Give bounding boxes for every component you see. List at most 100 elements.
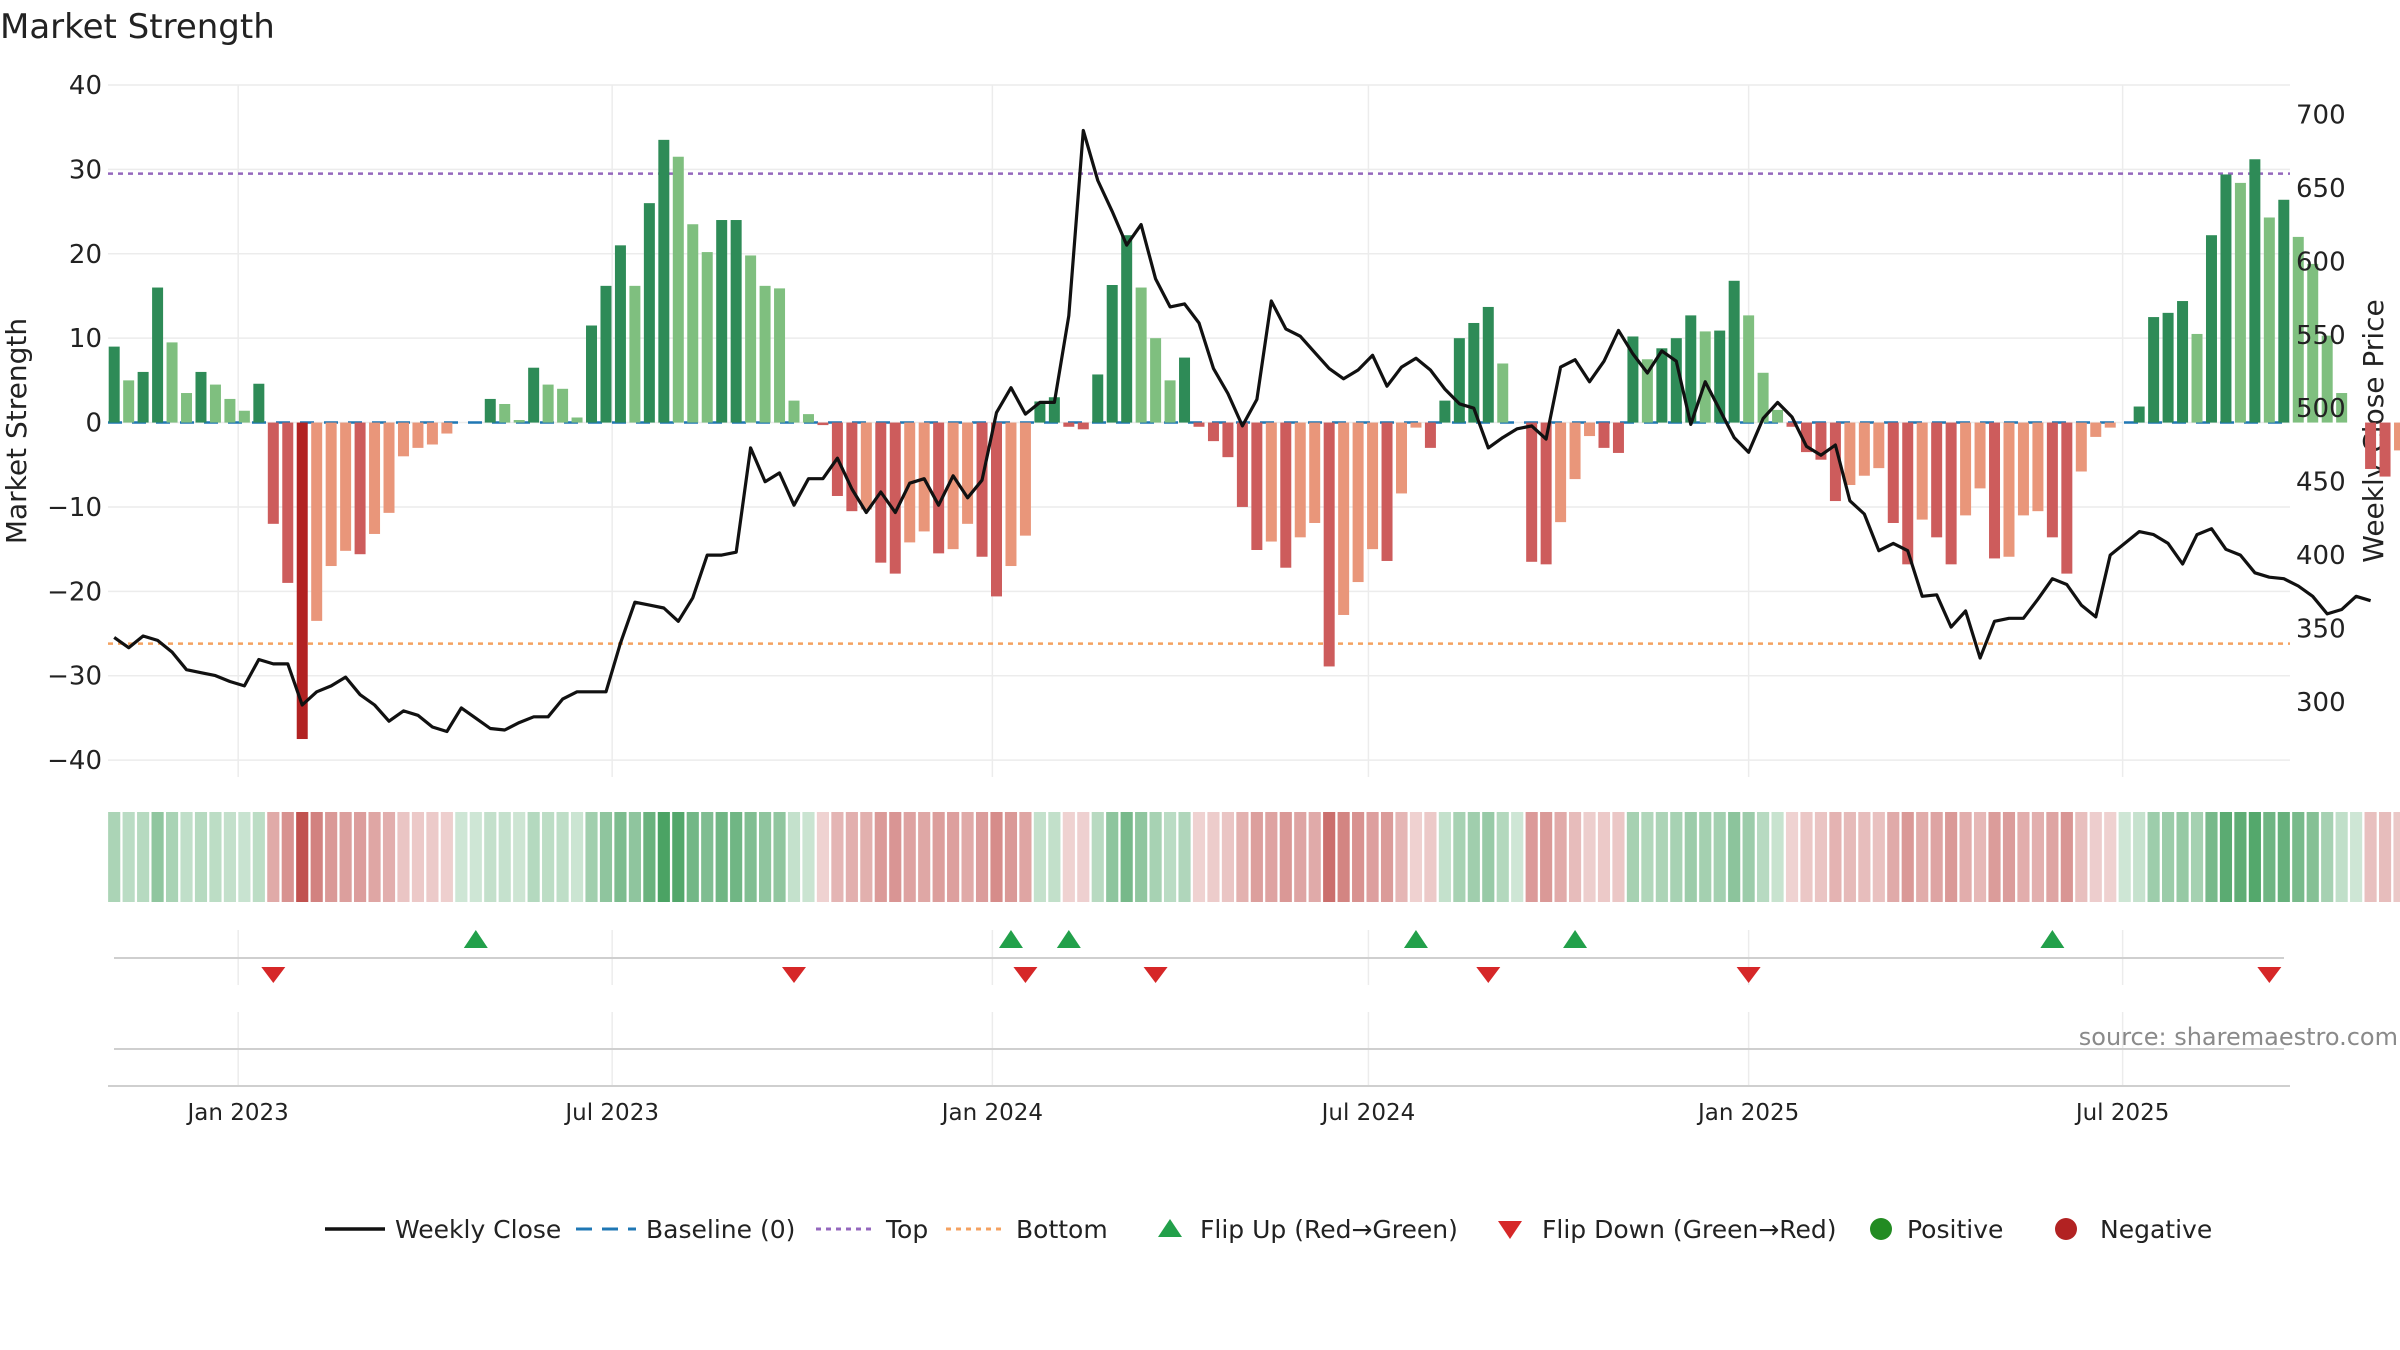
y2-tick-label: 400 [2296, 541, 2346, 571]
heat-cell [1554, 812, 1567, 902]
heat-cell [2205, 812, 2218, 902]
heat-cell [238, 812, 251, 902]
strength-bar [1612, 422, 1624, 453]
heat-cell [1496, 812, 1509, 902]
strength-bar [1251, 422, 1263, 550]
heat-cell [1352, 812, 1365, 902]
strength-bar [224, 398, 236, 423]
heat-cell [686, 812, 699, 902]
flip-up-marker [463, 930, 488, 948]
strength-bar [1800, 422, 1812, 453]
flip-down-marker [1013, 967, 1038, 983]
strength-bar [1381, 422, 1393, 561]
strength-bar [412, 422, 424, 448]
heat-cell [1930, 812, 1943, 902]
heat-cell [2234, 812, 2247, 902]
strength-bar [1555, 422, 1567, 523]
y2-tick-label: 500 [2296, 394, 2346, 424]
strength-bar [1323, 422, 1335, 667]
heat-cell [918, 812, 931, 902]
strength-bar [1410, 422, 1422, 428]
y-tick-label: −10 [47, 493, 102, 523]
strength-bar [1540, 422, 1552, 565]
heat-cell [2133, 812, 2146, 902]
x-tick-label: Jul 2023 [563, 1100, 659, 1126]
heat-cell [108, 812, 121, 902]
flip-up-marker [2040, 930, 2065, 948]
strength-bar [2090, 422, 2102, 437]
strength-bar [2075, 422, 2087, 472]
heat-cell [585, 812, 598, 902]
strength-bar [1207, 422, 1219, 442]
heat-cell [1728, 812, 1741, 902]
heat-cell [1843, 812, 1856, 902]
heat-cell [2089, 812, 2102, 902]
strength-bar [571, 417, 583, 423]
heat-cell [787, 812, 801, 902]
strength-bar [513, 420, 525, 423]
strength-bar [687, 224, 699, 423]
strength-bar [1453, 338, 1465, 423]
strength-bar [2307, 263, 2319, 423]
strength-bar [2365, 422, 2377, 469]
heat-cell [165, 812, 179, 902]
x-tick-label: Jan 2025 [1696, 1100, 1799, 1126]
heat-cell [1467, 812, 1480, 902]
heat-cell [1163, 812, 1177, 902]
legend-item: Flip Up (Red→Green) [1158, 1215, 1458, 1244]
strength-bar [918, 422, 930, 532]
heat-cell [1597, 812, 1611, 902]
heat-cell [281, 812, 294, 902]
strength-bar [441, 422, 453, 434]
heat-cell [1265, 812, 1278, 902]
heat-cell [657, 812, 670, 902]
heat-cell [1959, 812, 1972, 902]
strength-bar [1497, 363, 1509, 423]
heat-cell [339, 812, 352, 902]
strength-bar [1352, 422, 1364, 583]
legend-label: Flip Up (Red→Green) [1200, 1215, 1458, 1244]
heat-cell [874, 812, 887, 902]
strength-bar [397, 422, 409, 457]
strength-bar [586, 325, 598, 423]
heat-cell [2306, 812, 2319, 902]
heat-cell [1279, 812, 1292, 902]
strength-bar [976, 422, 988, 557]
source-credit: source: sharemaestro.com [2079, 1023, 2398, 1051]
strength-bar [152, 287, 164, 423]
strength-bar [2017, 422, 2029, 516]
strength-bar [802, 414, 814, 423]
heat-cell [1945, 812, 1958, 902]
strength-bar [2003, 422, 2015, 557]
heat-cell [151, 812, 164, 902]
flip-down-marker [1736, 967, 1761, 983]
strength-bar [2205, 235, 2217, 423]
heat-cell [455, 812, 468, 902]
strength-bar [1193, 422, 1205, 427]
heat-cell [2017, 812, 2030, 902]
strength-bar [643, 203, 655, 423]
heat-cell [773, 812, 786, 902]
y2-tick-label: 700 [2296, 100, 2346, 130]
legend-item: Positive [1870, 1215, 2003, 1244]
heat-cell [1482, 812, 1495, 902]
strength-bar [2234, 182, 2246, 423]
heat-cell [1106, 812, 1119, 902]
heat-cell [2031, 812, 2044, 902]
strength-bar [1569, 422, 1581, 480]
strength-bar [1150, 338, 1162, 423]
strength-bar [1829, 422, 1841, 502]
legend-label: Negative [2100, 1215, 2212, 1244]
heat-cell [1308, 812, 1321, 902]
strength-bar [1019, 422, 1031, 536]
y-tick-label: 40 [69, 71, 102, 101]
strength-bar [1598, 422, 1610, 448]
heat-cell [975, 812, 989, 902]
legend-item: Negative [2055, 1215, 2212, 1244]
flip-down-marker [2257, 967, 2282, 983]
heat-cell [1221, 812, 1235, 902]
heat-cell [252, 812, 265, 902]
heat-cell [1192, 812, 1206, 902]
strength-bar [108, 346, 120, 423]
